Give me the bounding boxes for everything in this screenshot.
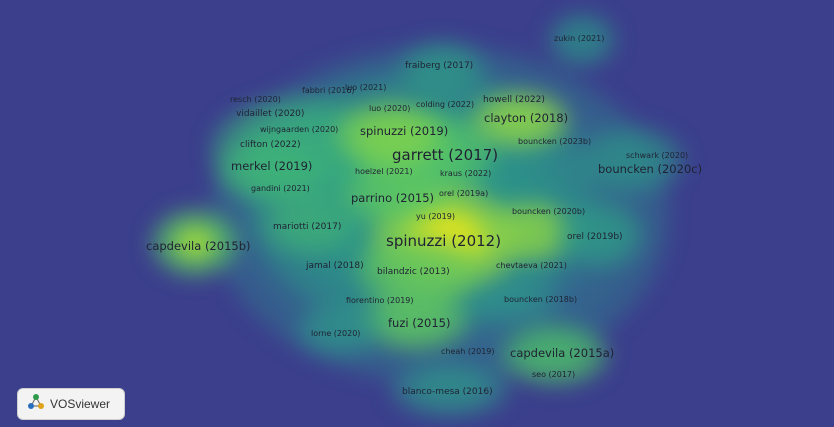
item-label-jamal-2018[interactable]: jamal (2018)	[306, 261, 364, 271]
item-label-yu-2019[interactable]: yu (2019)	[416, 212, 455, 221]
item-label-orel-2019a[interactable]: orel (2019a)	[439, 189, 489, 198]
item-label-fuzi-2015[interactable]: fuzi (2015)	[388, 316, 451, 330]
item-label-vidaillet-2020[interactable]: vidaillet (2020)	[236, 109, 305, 119]
item-label-spinuzzi-2019[interactable]: spinuzzi (2019)	[360, 124, 449, 138]
item-label-wijngaarden-2020[interactable]: wijngaarden (2020)	[260, 125, 339, 134]
item-label-luo-2020[interactable]: luo (2020)	[369, 104, 411, 113]
item-label-resch-2020[interactable]: resch (2020)	[230, 95, 281, 104]
density-blob	[470, 90, 570, 150]
density-blob	[397, 40, 487, 100]
item-label-mariotti-2017[interactable]: mariotti (2017)	[273, 222, 342, 232]
item-label-orel-2019b[interactable]: orel (2019b)	[567, 232, 623, 242]
density-blob	[173, 225, 217, 261]
item-label-chevtaeva-2021[interactable]: chevtaeva (2021)	[496, 261, 567, 270]
item-label-kraus-2022[interactable]: kraus (2022)	[440, 169, 492, 178]
item-label-bilandzic-2013[interactable]: bilandzic (2013)	[377, 267, 450, 277]
density-blob	[547, 12, 617, 68]
vosviewer-logo-button[interactable]: VOSviewer	[17, 388, 125, 420]
item-label-spinuzzi-2012[interactable]: spinuzzi (2012)	[386, 232, 502, 250]
item-label-merkel-2019[interactable]: merkel (2019)	[231, 159, 313, 173]
item-label-luo-2021[interactable]: luo (2021)	[345, 83, 387, 92]
vosviewer-logo-text: VOSviewer	[50, 397, 111, 411]
item-label-bouncken-2023b[interactable]: bouncken (2023b)	[518, 137, 592, 146]
item-label-cheah-2019[interactable]: cheah (2019)	[441, 347, 495, 356]
density-blob	[555, 200, 645, 270]
density-blob	[260, 193, 360, 257]
item-label-fabbri-2016[interactable]: fabbri (2016)	[302, 86, 355, 95]
item-label-hoelzel-2021[interactable]: hoelzel (2021)	[355, 167, 413, 176]
item-label-fiorentino-2019[interactable]: fiorentino (2019)	[346, 296, 414, 305]
item-label-howell-2022[interactable]: howell (2022)	[483, 95, 545, 105]
item-label-schwark-2020[interactable]: schwark (2020)	[626, 151, 689, 160]
density-blob	[390, 362, 510, 418]
item-label-capdevila-2015a[interactable]: capdevila (2015a)	[510, 346, 615, 360]
item-label-blanco-mesa-2016[interactable]: blanco-mesa (2016)	[402, 387, 493, 397]
item-label-bouncken-2020b[interactable]: bouncken (2020b)	[512, 207, 586, 216]
item-label-bouncken-2020c[interactable]: bouncken (2020c)	[598, 162, 703, 176]
item-label-clayton-2018[interactable]: clayton (2018)	[484, 111, 569, 125]
item-label-capdevila-2015b[interactable]: capdevila (2015b)	[146, 239, 251, 253]
item-label-clifton-2022[interactable]: clifton (2022)	[240, 140, 301, 150]
density-blob	[500, 323, 610, 387]
item-label-colding-2022[interactable]: colding (2022)	[416, 100, 475, 109]
density-blob	[575, 125, 685, 195]
item-label-garrett-2017[interactable]: garrett (2017)	[392, 146, 499, 164]
item-label-fraiberg-2017[interactable]: fraiberg (2017)	[405, 61, 474, 71]
item-label-parrino-2015[interactable]: parrino (2015)	[351, 191, 435, 205]
item-label-gandini-2021[interactable]: gandini (2021)	[251, 184, 310, 193]
item-label-bouncken-2018b[interactable]: bouncken (2018b)	[504, 295, 578, 304]
density-blob	[460, 275, 560, 325]
item-label-lorne-2020[interactable]: lorne (2020)	[311, 329, 361, 338]
density-blob	[335, 100, 445, 170]
item-label-seo-2017[interactable]: seo (2017)	[532, 370, 576, 379]
density-blob	[295, 302, 385, 358]
density-blob	[340, 165, 450, 225]
item-label-zukin-2021[interactable]: zukin (2021)	[554, 34, 605, 43]
vosviewer-logo-icon	[26, 393, 46, 415]
